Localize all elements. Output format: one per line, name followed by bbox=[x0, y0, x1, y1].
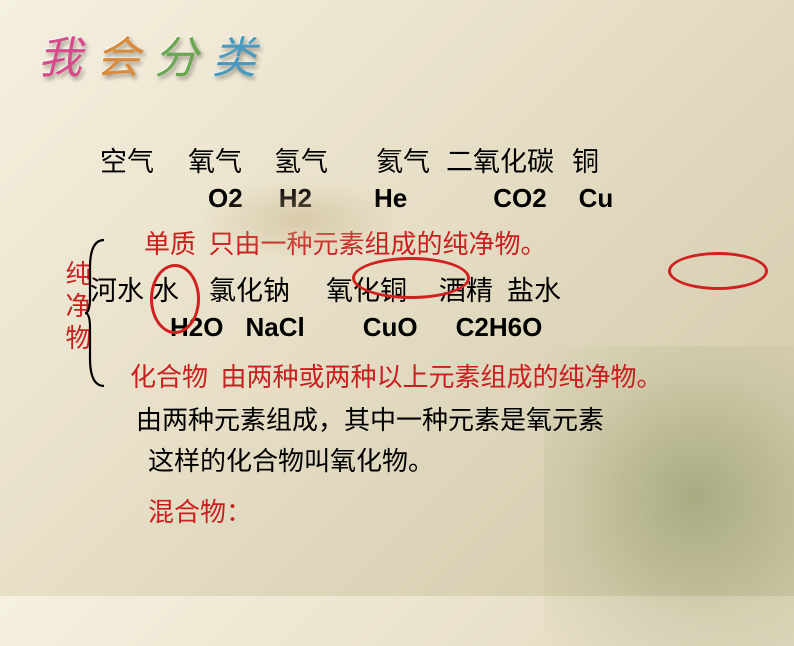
oxide-line-2: 这样的化合物叫氧化物。 bbox=[148, 441, 794, 478]
substance-2-5: 盐水 bbox=[507, 269, 561, 308]
huahewu-label: 化合物 bbox=[130, 363, 208, 392]
huahewu-def-text: 由两种或两种以上元素组成的纯净物。 bbox=[221, 363, 663, 392]
substances-row-1: 空气氧气氢气 氦气二氧化碳铜 bbox=[100, 140, 794, 179]
mixture-label: 混合物： bbox=[148, 492, 794, 529]
danzhi-label: 单质 bbox=[144, 230, 196, 259]
substance-2-0: 河水 bbox=[90, 269, 144, 308]
formula-1-4: Cu bbox=[579, 183, 614, 214]
formulas-row-1: O2 H2 He CO2 Cu bbox=[208, 183, 794, 214]
substances-row-2: 河水水氯化钠氧化铜酒精盐水 bbox=[90, 269, 794, 308]
substance-2-2: 氯化钠 bbox=[209, 269, 290, 308]
title-char-4: 类 bbox=[212, 34, 270, 83]
formula-2-3: C2H6O bbox=[456, 312, 543, 343]
substance-2-1: 水 bbox=[152, 269, 179, 308]
danzhi-definition: 单质 只由一种元素组成的纯净物。 bbox=[144, 224, 794, 261]
formula-2-1: NaCl bbox=[245, 312, 304, 343]
substance-1-5: 铜 bbox=[572, 140, 599, 179]
substance-1-3: 氦气 bbox=[376, 140, 430, 179]
oxide-line-1: 由两种元素组成，其中一种元素是氧元素 bbox=[136, 400, 794, 437]
substance-1-4: 二氧化碳 bbox=[446, 140, 554, 179]
formula-1-1: H2 bbox=[279, 183, 312, 214]
content-area: 空气氧气氢气 氦气二氧化碳铜 O2 H2 He CO2 Cu 单质 只由一种元素组成的纯净… bbox=[0, 140, 794, 533]
title-char-3: 分 bbox=[154, 34, 212, 83]
slide-title: 我会分类 bbox=[38, 22, 270, 86]
formula-1-2: He bbox=[374, 183, 407, 214]
substance-1-1: 氧气 bbox=[188, 140, 242, 179]
formulas-row-2: H2O NaCl CuO C2H6O bbox=[170, 312, 794, 343]
substance-1-0: 空气 bbox=[100, 140, 154, 179]
formula-1-0: O2 bbox=[208, 183, 243, 214]
pure-substance-label: 纯净物 bbox=[58, 260, 95, 356]
substance-1-2: 氢气 bbox=[274, 140, 328, 179]
formula-2-2: CuO bbox=[363, 312, 418, 343]
huahewu-definition: 化合物 由两种或两种以上元素组成的纯净物。 bbox=[130, 357, 794, 394]
title-char-1: 我 bbox=[38, 34, 96, 83]
formula-1-3: CO2 bbox=[493, 183, 546, 214]
danzhi-def-text: 只由一种元素组成的纯净物。 bbox=[209, 230, 547, 259]
title-char-2: 会 bbox=[96, 34, 154, 83]
formula-2-0: H2O bbox=[170, 312, 223, 343]
substance-2-3: 氧化铜 bbox=[326, 269, 407, 308]
substance-2-4: 酒精 bbox=[439, 269, 493, 308]
